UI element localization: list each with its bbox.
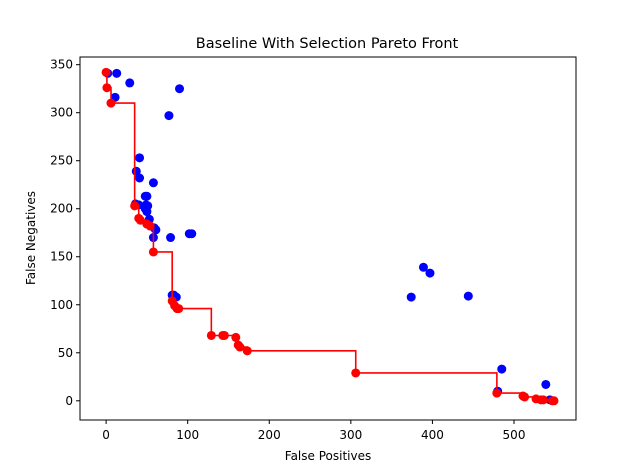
pareto-data-point [219,330,229,340]
pareto-data-point [106,98,116,108]
blue-data-point [166,233,176,243]
y-tick-label: 100 [50,298,73,312]
x-axis-label: False Positives [285,449,371,463]
pareto-data-point [101,67,111,77]
pareto-data-point [538,395,548,405]
blue-data-point [142,191,152,201]
plot-area [101,67,559,406]
blue-data-point [425,268,435,278]
pareto-data-point [235,342,245,352]
blue-data-point [125,78,135,88]
pareto-data-point [130,201,140,211]
y-tick-label: 150 [50,250,73,264]
x-tick-label: 200 [258,428,281,442]
pareto-data-point [520,392,530,402]
plot-frame [79,56,577,421]
x-tick-label: 300 [339,428,362,442]
blue-data-point [142,207,152,217]
blue-data-point [418,262,428,272]
pareto-data-point [145,221,155,231]
x-tick-label: 100 [176,428,199,442]
y-tick-label: 300 [50,106,73,120]
y-tick-label: 200 [50,202,73,216]
pareto-data-point [174,304,184,314]
blue-data-point [135,173,145,183]
pareto-data-point [549,396,559,406]
pareto-data-point [492,388,502,398]
y-tick-label: 0 [65,394,73,408]
pareto-data-point [206,330,216,340]
y-tick-label: 350 [50,58,73,72]
pareto-data-point [351,368,361,378]
pareto-data-point [242,346,252,356]
plot-inner [101,67,559,406]
x-tick-label: 500 [503,428,526,442]
blue-data-point [112,68,122,78]
x-tick-label: 0 [102,428,110,442]
y-axis-label: False Negatives [24,191,38,285]
pareto-data-point [102,83,112,93]
blue-data-point [187,229,197,239]
y-tick-label: 50 [58,346,73,360]
pareto-data-point [135,215,145,225]
x-tick-label: 400 [421,428,444,442]
blue-data-point [135,153,145,163]
y-tick-label: 250 [50,154,73,168]
blue-data-point [463,291,473,301]
axis-ticks: 0 100 200 300 400 500 0 50 100 150 200 250 300 350 [50,58,525,442]
pareto-data-point [231,332,241,342]
blue-data-point [148,178,158,188]
blue-data-point [164,111,174,121]
blue-data-point [406,292,416,302]
blue-data-point [497,364,507,374]
pareto-data-point [148,247,158,257]
blue-data-point [541,379,551,389]
chart-title: Baseline With Selection Pareto Front [196,36,459,52]
blue-data-point [175,84,185,94]
